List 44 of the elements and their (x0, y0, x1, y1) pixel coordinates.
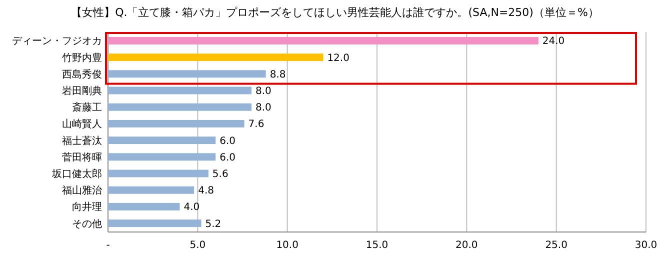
x-tick-label: 30.0 (634, 240, 658, 251)
y-tick-label: ディーン・フジオカ (12, 36, 102, 48)
x-tick-label: - (106, 240, 110, 251)
data-label: 6.0 (220, 152, 236, 164)
bar (108, 170, 208, 178)
bar (108, 120, 244, 128)
y-tick-label: 山崎賢人 (62, 118, 102, 130)
bar (108, 136, 216, 144)
data-label: 24.0 (542, 36, 565, 48)
x-tick-label: 15.0 (366, 240, 388, 251)
data-label: 7.6 (248, 119, 264, 130)
y-tick-label: 岩田剛典 (62, 85, 102, 98)
y-tick-label: その他 (72, 218, 102, 230)
y-tick-label: 福山雅治 (62, 184, 102, 197)
bar (108, 153, 216, 161)
bar (108, 36, 538, 44)
data-label: 12.0 (327, 52, 350, 64)
y-tick-label: 坂口健太郎 (51, 168, 102, 180)
y-tick-label: 斎藤工 (72, 102, 102, 114)
data-label: 4.0 (184, 202, 200, 214)
data-label: 8.8 (270, 69, 286, 80)
x-tick-label: 5.0 (190, 240, 206, 251)
bar (108, 186, 194, 194)
bar (108, 70, 266, 78)
x-tick-label: 25.0 (545, 240, 568, 251)
bar (108, 220, 202, 228)
data-label: 5.2 (205, 218, 222, 230)
data-label: 4.8 (198, 186, 214, 197)
bar (108, 86, 252, 94)
data-label: 6.0 (220, 136, 236, 147)
x-tick-label: 20.0 (456, 240, 478, 251)
y-tick-label: 菅田将暉 (62, 151, 102, 164)
bar (108, 103, 252, 111)
chart-title: 【女性】Q.「立て膝・箱パカ」プロポーズをしてほしい男性芸能人は誰ですか。(SA,N=250)（単位＝%） (71, 6, 599, 19)
data-label: 5.6 (212, 168, 228, 180)
y-tick-label: 向井理 (72, 201, 102, 214)
x-tick-label: 10.0 (276, 240, 298, 251)
y-tick-label: 福士蒼汰 (62, 134, 102, 147)
data-label: 8.0 (255, 102, 272, 114)
bar (108, 54, 324, 62)
y-tick-label: 竹野内豊 (62, 52, 102, 64)
data-label: 8.0 (255, 86, 272, 98)
y-tick-label: 西島秀俊 (62, 68, 102, 80)
bar (108, 202, 180, 210)
